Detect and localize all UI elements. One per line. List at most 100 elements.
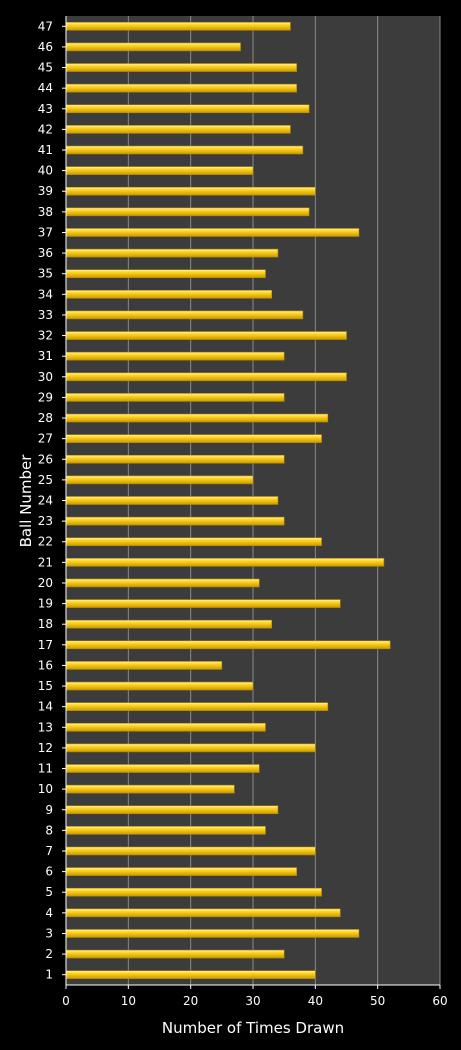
bar-ball-3 <box>65 929 360 938</box>
y-tick-label-6: 6 <box>45 865 53 879</box>
bar-ball-36 <box>65 248 279 258</box>
y-tick-label-23: 23 <box>38 514 53 528</box>
bar-ball-46 <box>65 42 241 52</box>
y-tick-label-42: 42 <box>38 122 53 136</box>
y-tick-label-12: 12 <box>38 741 53 755</box>
bar-ball-15 <box>65 681 254 691</box>
bar-ball-10 <box>65 784 235 794</box>
y-tick-label-45: 45 <box>38 61 53 75</box>
y-tick-label-21: 21 <box>38 555 53 569</box>
y-tick-label-43: 43 <box>38 102 53 116</box>
bar-ball-9 <box>65 805 279 815</box>
bar-ball-33 <box>65 310 304 320</box>
bar-ball-34 <box>65 290 272 299</box>
y-tick-label-19: 19 <box>38 597 53 611</box>
bar-ball-42 <box>65 125 291 134</box>
y-tick-label-34: 34 <box>38 287 53 301</box>
y-tick-label-7: 7 <box>45 844 53 858</box>
y-tick-label-24: 24 <box>38 494 53 508</box>
bar-ball-20 <box>65 578 260 588</box>
bar-ball-2 <box>65 949 285 959</box>
y-tick-label-22: 22 <box>38 535 53 549</box>
y-tick-label-20: 20 <box>38 576 53 590</box>
y-tick-label-27: 27 <box>38 432 53 446</box>
x-tick-label: 10 <box>121 994 136 1008</box>
y-tick-label-26: 26 <box>38 452 53 466</box>
y-tick-label-30: 30 <box>38 370 53 384</box>
bar-ball-13 <box>65 722 266 732</box>
bar-ball-38 <box>65 207 310 217</box>
y-tick-label-25: 25 <box>38 473 53 487</box>
bar-ball-22 <box>65 537 322 547</box>
x-tick-label: 40 <box>308 994 323 1008</box>
bar-ball-1 <box>65 970 316 979</box>
y-tick-label-9: 9 <box>45 803 53 817</box>
y-tick-label-39: 39 <box>38 184 53 198</box>
bar-ball-6 <box>65 867 297 876</box>
y-tick-label-14: 14 <box>38 700 53 714</box>
bar-ball-26 <box>65 454 285 464</box>
x-axis-title: Number of Times Drawn <box>162 1019 344 1037</box>
bar-ball-40 <box>65 166 254 175</box>
bar-ball-45 <box>65 63 297 72</box>
x-tick-label: 20 <box>183 994 198 1008</box>
y-tick-label-5: 5 <box>45 885 53 899</box>
bar-ball-7 <box>65 846 316 856</box>
bar-ball-14 <box>65 702 329 711</box>
y-tick-label-2: 2 <box>45 947 53 961</box>
y-axis-title: Ball Number <box>17 454 35 548</box>
bar-ball-43 <box>65 104 310 114</box>
y-tick-label-15: 15 <box>38 679 53 693</box>
tick-labels: 0 10 20 30 40 50 60123456789101112131415161718… <box>38 19 448 1008</box>
y-tick-label-29: 29 <box>38 390 53 404</box>
bar-ball-29 <box>65 393 285 402</box>
y-tick-label-47: 47 <box>38 19 53 33</box>
y-tick-label-32: 32 <box>38 329 53 343</box>
bar-ball-12 <box>65 743 316 753</box>
bar-ball-16 <box>65 661 223 670</box>
bar-ball-39 <box>65 186 316 196</box>
bar-ball-8 <box>65 826 266 835</box>
x-tick-label: 30 <box>245 994 260 1008</box>
y-tick-label-28: 28 <box>38 411 53 425</box>
bar-ball-27 <box>65 434 322 443</box>
y-tick-label-46: 46 <box>38 40 53 54</box>
bar-ball-30 <box>65 372 347 382</box>
bar-ball-11 <box>65 764 260 773</box>
bar-ball-41 <box>65 145 304 155</box>
y-tick-label-13: 13 <box>38 720 53 734</box>
bar-ball-5 <box>65 887 322 897</box>
bar-ball-17 <box>65 640 391 650</box>
bar-ball-47 <box>65 22 291 31</box>
x-tick-label: 0 <box>62 994 70 1008</box>
y-tick-label-17: 17 <box>38 638 53 652</box>
bar-ball-23 <box>65 516 285 526</box>
y-tick-label-8: 8 <box>45 823 53 837</box>
bar-ball-19 <box>65 599 341 608</box>
axes <box>62 16 441 989</box>
bar-ball-25 <box>65 475 254 485</box>
y-tick-label-18: 18 <box>38 617 53 631</box>
bar-ball-28 <box>65 413 329 423</box>
y-tick-label-4: 4 <box>45 906 53 920</box>
bar-ball-4 <box>65 908 341 918</box>
y-tick-label-1: 1 <box>45 968 53 982</box>
y-tick-label-10: 10 <box>38 782 53 796</box>
y-tick-label-11: 11 <box>38 762 53 776</box>
bar-ball-24 <box>65 496 279 505</box>
bar-ball-44 <box>65 83 297 93</box>
bar-ball-31 <box>65 351 285 361</box>
y-tick-label-40: 40 <box>38 164 53 178</box>
bar-ball-37 <box>65 228 360 237</box>
bar-ball-32 <box>65 331 347 340</box>
y-tick-label-35: 35 <box>38 267 53 281</box>
y-tick-label-37: 37 <box>38 225 53 239</box>
bar-ball-18 <box>65 619 272 629</box>
y-tick-label-36: 36 <box>38 246 53 260</box>
y-tick-label-3: 3 <box>45 926 53 940</box>
y-tick-label-38: 38 <box>38 205 53 219</box>
y-tick-label-33: 33 <box>38 308 53 322</box>
bar-ball-21 <box>65 558 385 567</box>
